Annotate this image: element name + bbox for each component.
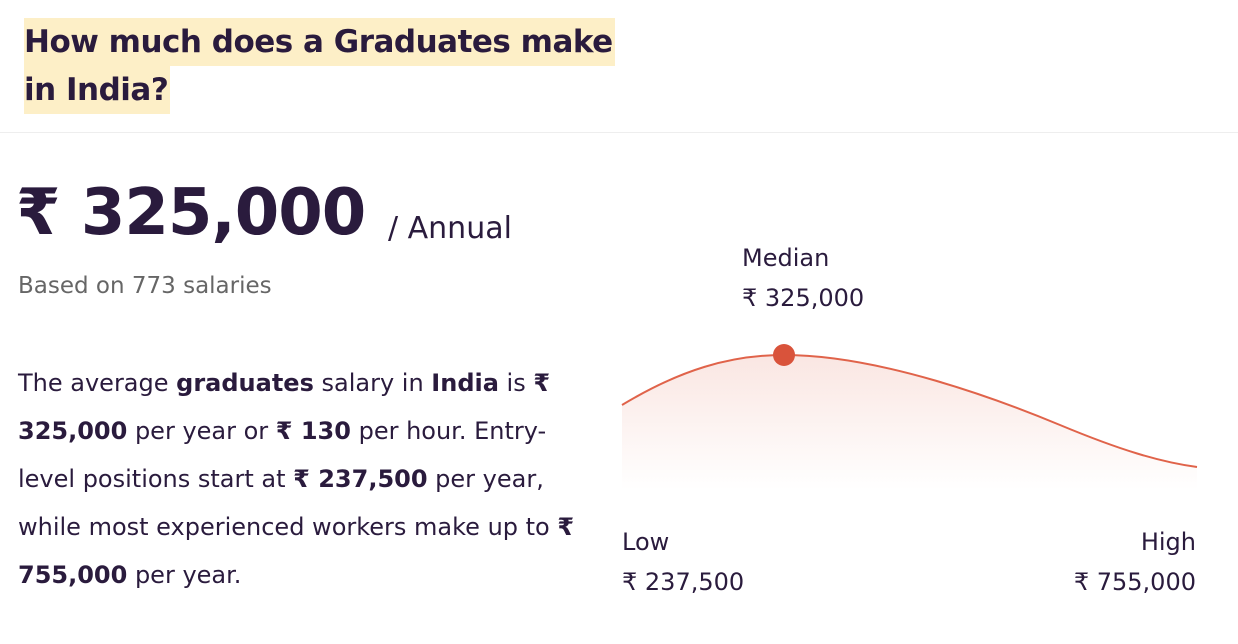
text: per year.: [127, 561, 242, 589]
text: per year or: [127, 417, 276, 445]
text: salary in: [313, 369, 432, 397]
text: per hour. Entry-level positions start at: [18, 417, 547, 493]
high-label: High: [1141, 528, 1196, 556]
median-dot: [773, 344, 795, 366]
salary-basis: Based on 773 salaries: [18, 273, 272, 299]
description: The average graduates salary in India is…: [18, 359, 598, 599]
median-value: ₹ 325,000: [742, 284, 864, 312]
title-line: How much does a Graduates make: [24, 18, 615, 66]
low-label: Low: [622, 528, 669, 556]
text: per year, while most experienced workers…: [18, 465, 558, 541]
salary-period: / Annual: [388, 211, 512, 246]
bold-text: ₹ 130: [275, 417, 351, 445]
divider: [0, 132, 1238, 133]
text: The average: [18, 369, 177, 397]
bold-text: India: [431, 369, 499, 397]
text: is: [498, 369, 534, 397]
low-value: ₹ 237,500: [622, 568, 744, 596]
bold-text: ₹ 237,500: [293, 465, 428, 493]
salary-amount: ₹ 325,000: [16, 176, 366, 250]
title-line: in India?: [24, 66, 171, 114]
high-value: ₹ 755,000: [1074, 568, 1196, 596]
curve: [621, 353, 1198, 468]
bold-text: ₹ 755,000: [18, 513, 575, 589]
curve-fill: [622, 355, 1197, 490]
bold-text: ₹ 325,000: [18, 369, 551, 445]
title: How much does a Graduates make in India?: [24, 18, 615, 114]
bold-text: graduates: [176, 369, 314, 397]
median-label: Median: [742, 244, 829, 272]
